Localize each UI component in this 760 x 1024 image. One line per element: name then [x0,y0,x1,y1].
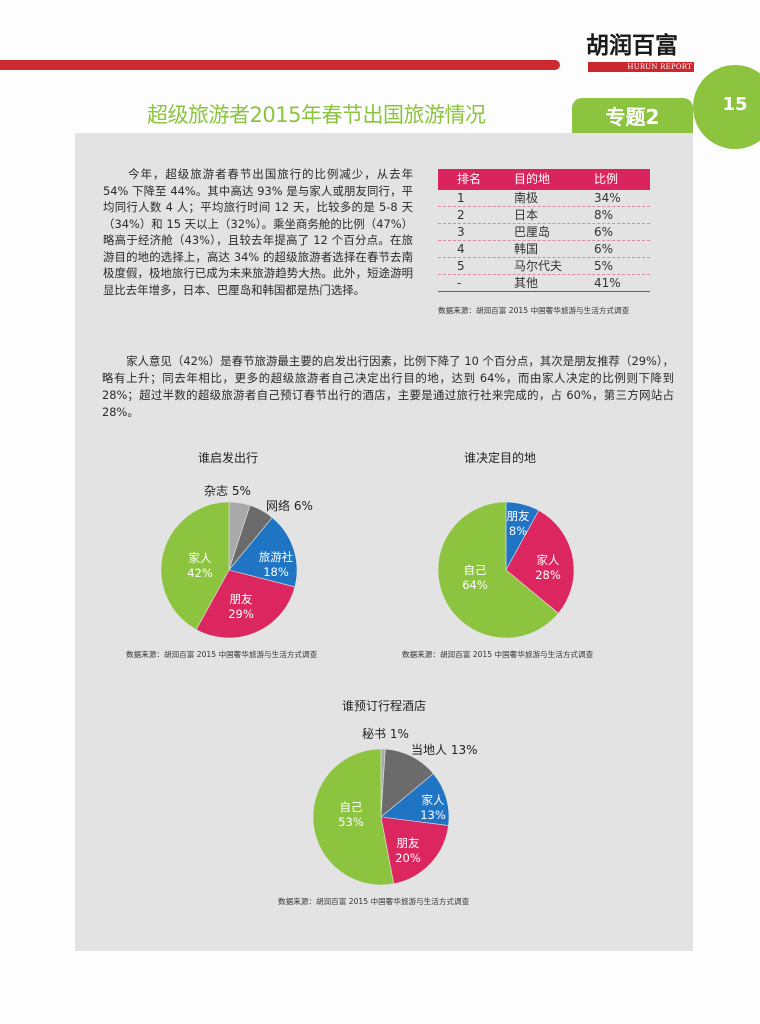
intro-paragraph: 今年，超级旅游者春节出国旅行的比例减少，从去年 54% 下降至 44%。其中高达… [103,166,413,298]
cell-share: 34% [594,191,621,205]
cell-destination: 其他 [514,276,539,290]
header-destination: 目的地 [514,172,551,186]
header-share: 比例 [594,172,619,186]
label-name: 家人 [188,551,212,565]
cell-share: 6% [594,242,614,256]
table-row: - 其他 41% [438,275,650,292]
cell-share: 8% [594,208,614,222]
chart1-title: 谁启发出行 [198,451,259,465]
chart2-source-note: 数据来源：胡润百富 2015 中国奢华旅游与生活方式调查 [402,650,594,659]
pie-slice-朋友 [195,569,296,639]
cell-share: 6% [594,225,614,239]
cell-destination: 巴厘岛 [514,225,551,239]
header-red-bar [0,60,560,70]
pie-slice-家人 [380,773,450,826]
table-row: 2 日本 8% [438,207,650,224]
label-pct: 53% [338,815,364,829]
cell-share: 5% [594,259,614,273]
label-pct: 13% [420,808,446,822]
chart3-title: 谁预订行程酒店 [342,699,427,713]
chart1-label-magazine: 杂志 5% [204,484,251,498]
pie-slice-朋友 [380,816,449,885]
cell-destination: 日本 [514,208,539,222]
label-pct: 42% [187,566,213,580]
table-source-note: 数据来源：胡润百富 2015 中国奢华旅游与生活方式调查 [438,306,630,315]
pie-slice-旅游社 [228,517,298,588]
label-name: 自己 [463,563,487,577]
chart1-source-note: 数据来源：胡润百富 2015 中国奢华旅游与生活方式调查 [126,650,318,659]
cell-share: 41% [594,276,621,290]
table-row: 4 韩国 6% [438,241,650,258]
label-pct: 20% [395,851,421,865]
cell-destination: 韩国 [514,242,539,256]
label-pct: 29% [228,607,254,621]
label-name: 朋友 [396,836,420,850]
chart3-label-friend: 朋友 20% [388,836,428,866]
cell-rank: 5 [457,259,465,273]
label-name: 家人 [536,553,560,567]
chart3-label-secretary: 秘书 1% [362,727,409,741]
chart3-label-local: 当地人 13% [411,743,478,757]
label-name: 家人 [421,793,445,807]
label-name: 旅游社 [258,550,294,564]
cell-destination: 马尔代夫 [514,259,563,273]
label-name: 朋友 [506,509,530,523]
page-number: 15 [722,94,748,115]
pie-slice-当地人 [380,748,434,818]
cell-rank: 3 [457,225,465,239]
chart3-source-note: 数据来源：胡润百富 2015 中国奢华旅游与生活方式调查 [278,897,470,906]
label-name: 朋友 [229,592,253,606]
label-name: 自己 [339,800,363,814]
hurun-logo-english: HURUN REPORT [588,62,694,72]
chart1-label-friend: 朋友 29% [218,592,264,622]
hurun-logo-chinese: 胡润百富 [586,33,678,59]
label-pct: 28% [535,568,561,582]
chart3-label-family: 家人 13% [413,793,453,823]
topic-tab: 专题2 [572,98,693,134]
chart1-label-agency: 旅游社 18% [253,550,299,580]
pie-slice-自己 [437,501,559,639]
table-row: 5 马尔代夫 5% [438,258,650,275]
pie-slice-家人 [160,501,230,630]
chart2-title: 谁决定目的地 [464,451,537,465]
label-pct: 64% [462,578,488,592]
cell-rank: - [457,276,462,290]
cell-destination: 南极 [514,191,539,205]
chart1-label-web: 网络 6% [266,499,313,513]
cell-rank: 4 [457,242,465,256]
table-header: 排名 目的地 比例 [438,169,650,190]
chart2-label-friend: 朋友 8% [498,509,538,539]
chart2-label-family: 家人 28% [528,553,568,583]
chart3-label-self: 自己 53% [331,800,371,830]
destination-ranking-table: 排名 目的地 比例 1 南极 34% 2 日本 8% 3 巴厘岛 6% 4 韩国… [438,169,650,292]
chart2-label-self: 自己 64% [455,563,495,593]
page-number-badge [693,65,760,149]
pie-slice-家人 [505,510,575,614]
pie-slice-自己 [312,748,395,886]
cell-rank: 2 [457,208,465,222]
chart1-label-family: 家人 42% [177,551,223,581]
label-pct: 8% [508,524,528,538]
page-title: 超级旅游者2015年春节出国旅游情况 [147,103,486,127]
second-paragraph-text: 家人意见（42%）是春节旅游最主要的启发出行因素，比例下降了 10 个百分点，其… [102,354,674,419]
label-pct: 18% [263,565,289,579]
table-row: 1 南极 34% [438,190,650,207]
second-paragraph: 家人意见（42%）是春节旅游最主要的启发出行因素，比例下降了 10 个百分点，其… [102,353,674,421]
header-rank: 排名 [457,172,482,186]
cell-rank: 1 [457,191,465,205]
intro-paragraph-text: 今年，超级旅游者春节出国旅行的比例减少，从去年 54% 下降至 44%。其中高达… [103,167,413,297]
table-row: 3 巴厘岛 6% [438,224,650,241]
